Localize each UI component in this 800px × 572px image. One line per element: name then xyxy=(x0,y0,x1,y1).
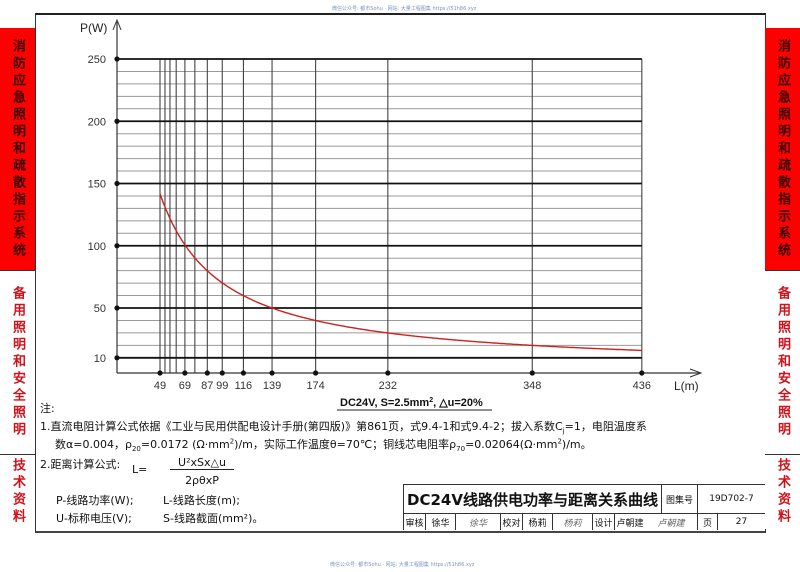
reviewer-signature: 徐华 xyxy=(456,514,501,530)
svg-text:232: 232 xyxy=(379,380,397,392)
definition-u: U-标称电压(V); xyxy=(56,512,132,525)
formula-numerator: U²xSx△u xyxy=(170,456,234,470)
svg-text:200: 200 xyxy=(88,116,106,128)
watermark-top: 微信公众号: 都市Sohu · 网站: 大量工程图集 https://51h86… xyxy=(332,6,477,12)
svg-text:348: 348 xyxy=(523,380,541,392)
right-sidebar-section-backup: 备用照明和安全照明 xyxy=(765,270,800,454)
watermark-bottom: 微信公众号: 都市Sohu · 网站: 大量工程图集 https://51h86… xyxy=(330,562,475,568)
power-curve xyxy=(159,193,642,352)
page-number: 27 xyxy=(735,517,748,527)
atlas-number: 19D702-7 xyxy=(698,485,765,514)
notes-line-3: 2.距离计算公式: xyxy=(40,458,121,471)
svg-text:139: 139 xyxy=(263,380,281,392)
svg-text:99: 99 xyxy=(216,380,228,392)
review-label: 审核 xyxy=(404,514,426,530)
left-sidebar-label-1: 消防应急照明和疏散指示系统 xyxy=(10,38,25,260)
designer-name: 卢朝建 xyxy=(616,518,644,529)
svg-text:87: 87 xyxy=(201,380,213,392)
design-label: 设计 xyxy=(593,514,615,530)
left-sidebar-section-tech: 技术资料 xyxy=(0,454,35,529)
check-label: 校对 xyxy=(501,514,523,530)
svg-text:10: 10 xyxy=(94,353,106,365)
svg-text:69: 69 xyxy=(179,380,191,392)
page-label: 页 xyxy=(698,514,718,530)
right-sidebar-section-tech: 技术资料 xyxy=(765,454,800,529)
y-axis-label: P(W) xyxy=(80,21,107,35)
minor-horizontal-gridlines xyxy=(117,58,642,359)
x-tick-labels: 49 69 87 99 116 139 174 232 348 436 xyxy=(154,380,651,392)
x-axis-arrow-icon xyxy=(689,368,703,378)
svg-text:436: 436 xyxy=(633,380,651,392)
left-sidebar-section-emergency: 消防应急照明和疏散指示系统 xyxy=(0,28,35,270)
right-sidebar-label-3: 技术资料 xyxy=(775,458,790,526)
formula-denominator: 2ρθxP xyxy=(185,474,219,487)
notes-line-1: 1.直流电阻计算公式依据《工业与民用供配电设计手册(第四版)》第861页，式9.… xyxy=(40,420,647,436)
x-axis-label: L(m) xyxy=(674,379,699,393)
notes-line-2: 数α=0.004，ρ20=0.0172 (Ω·mm2)/m，实际工作温度θ=70… xyxy=(55,437,592,454)
title-block: DC24V线路供电功率与距离关系曲线 图集号 19D702-7 审核 徐华 徐华… xyxy=(403,484,765,530)
x-tick-markers xyxy=(157,370,645,376)
svg-text:150: 150 xyxy=(88,179,106,191)
reviewer-name: 徐华 xyxy=(426,514,456,530)
notes-heading: 注: xyxy=(40,402,55,415)
y-axis-arrow-icon xyxy=(112,18,122,31)
right-sidebar-label-2: 备用照明和安全照明 xyxy=(775,286,790,439)
y-tick-labels: 10 50 100 150 200 250 xyxy=(88,54,106,365)
left-sidebar-label-2: 备用照明和安全照明 xyxy=(10,286,25,439)
drawing-title: DC24V线路供电功率与距离关系曲线 xyxy=(404,485,662,514)
right-sidebar-label-1: 消防应急照明和疏散指示系统 xyxy=(775,38,790,260)
left-sidebar-section-backup: 备用照明和安全照明 xyxy=(0,270,35,454)
y-tick-markers xyxy=(114,56,120,361)
right-sidebar-section-emergency: 消防应急照明和疏散指示系统 xyxy=(765,28,800,270)
svg-text:49: 49 xyxy=(154,380,166,392)
designer-signature: 卢朝建 xyxy=(645,514,698,530)
definition-l: L-线路长度(m); xyxy=(163,494,240,507)
definition-s: S-线路截面(mm²)。 xyxy=(163,512,264,525)
svg-text:50: 50 xyxy=(94,303,106,315)
definition-p: P-线路功率(W); xyxy=(56,494,134,507)
vertical-gridlines xyxy=(159,59,643,373)
formula-lhs: L= xyxy=(132,463,148,476)
svg-text:174: 174 xyxy=(306,380,324,392)
checker-name: 杨莉 xyxy=(523,514,553,530)
atlas-number-label: 图集号 xyxy=(662,485,698,514)
major-horizontal-gridlines xyxy=(117,58,642,359)
chart-caption: DC24V, S=2.5mm2, △u=20% xyxy=(340,397,483,409)
left-sidebar-label-3: 技术资料 xyxy=(10,458,25,526)
svg-text:116: 116 xyxy=(235,380,253,392)
svg-text:100: 100 xyxy=(88,241,106,253)
checker-signature: 杨莉 xyxy=(553,514,593,530)
svg-text:250: 250 xyxy=(88,54,106,66)
